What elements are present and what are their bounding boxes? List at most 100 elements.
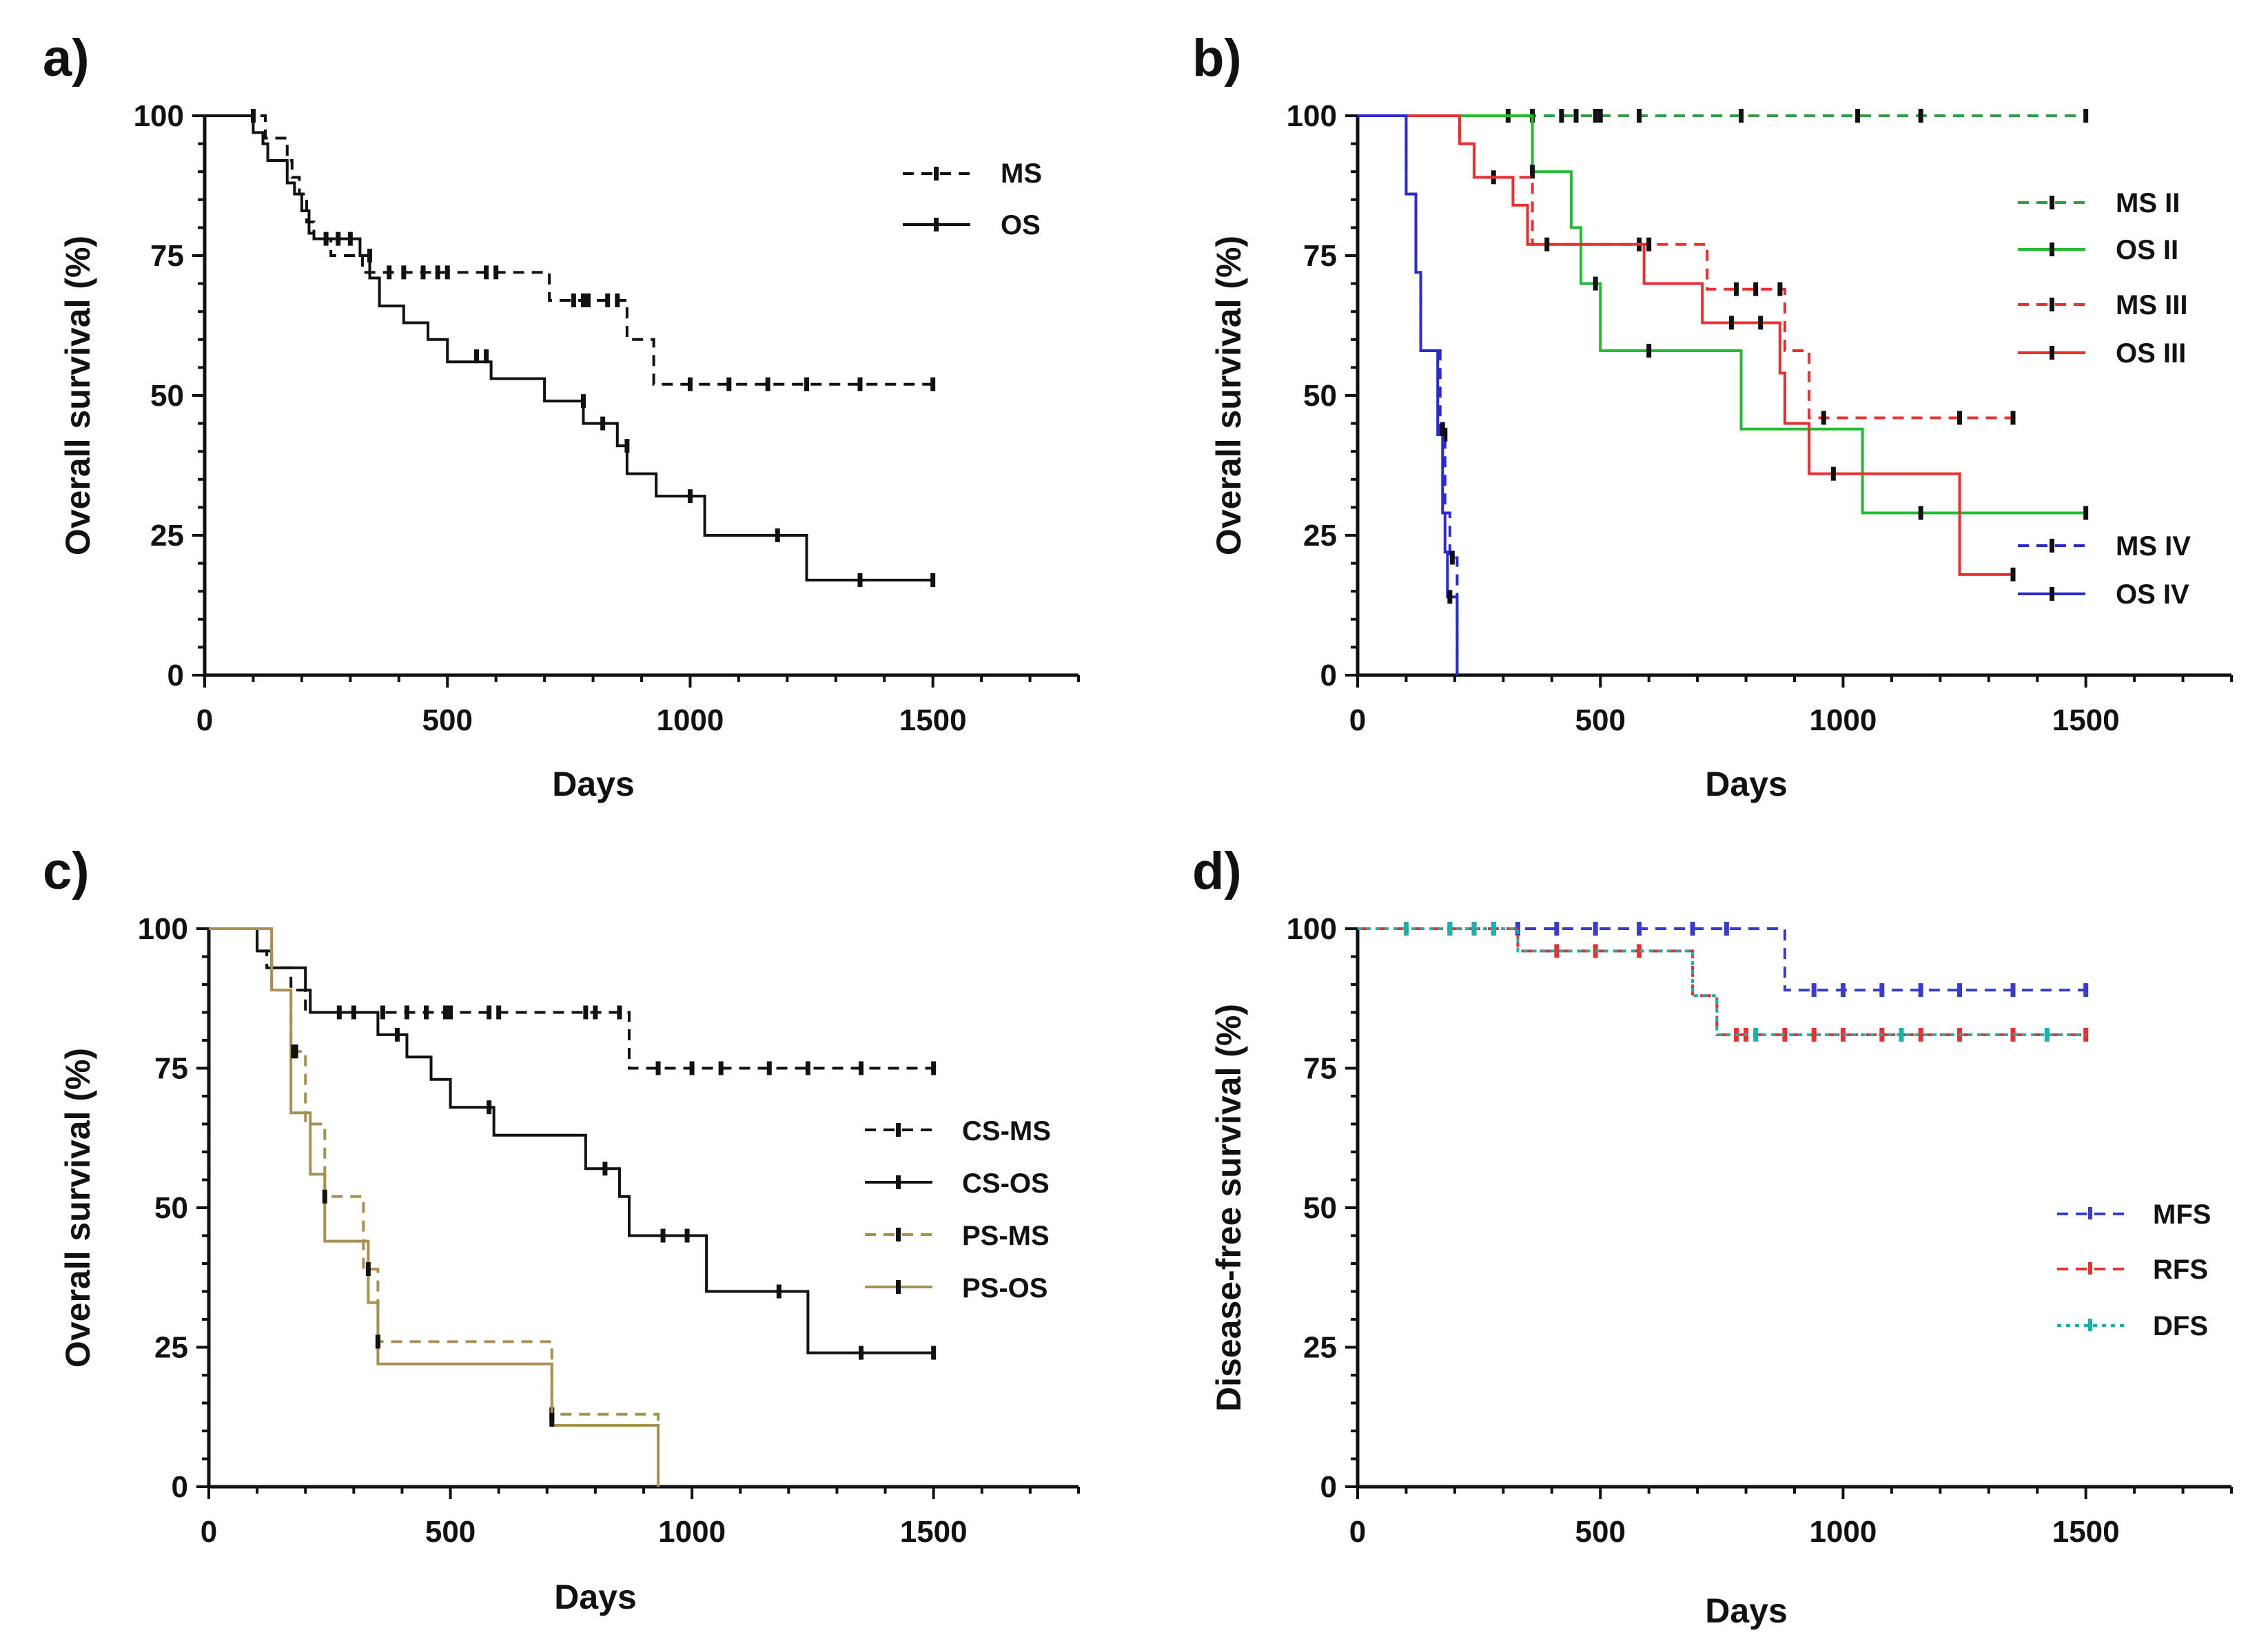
panel-c: c) 0 500 1000 1500 0 25 50 75 100 Days Overall sur… (43, 842, 1080, 1616)
censor-mark-a-os (624, 439, 630, 453)
y-tick-label-a: 75 (150, 239, 184, 273)
legend-c: CS-MS CS-OS PS-MS PS-OS (865, 1116, 1051, 1303)
legend-d-tick-dfs (2088, 1319, 2092, 1331)
censor-mark-c-cs-ms (655, 1061, 661, 1075)
survival-curve-b-ms-iv (1358, 114, 1459, 675)
legend-c-item-ps-os: PS-OS (865, 1273, 1048, 1303)
legend-b-label-os-iii: OS III (2116, 338, 2186, 369)
legend-b-item-os-iii: OS III (2018, 338, 2186, 369)
series-c-cs-ms (209, 927, 937, 1075)
censor-mark-c-cs-os (859, 1346, 864, 1360)
censor-mark-d-mfs (1811, 983, 1817, 998)
legend-c-item-ps-ms: PS-MS (865, 1221, 1050, 1251)
censor-mark-d-mfs (1593, 922, 1598, 936)
survival-curve-a-os (205, 114, 933, 581)
legend-b-tick-os-iv (2050, 587, 2054, 601)
legend-d-label-rfs: RFS (2153, 1255, 2208, 1285)
y-tick-label-a: 100 (134, 99, 184, 133)
series-b-os-iv (1358, 114, 1459, 675)
y-tick-label-c: 25 (154, 1331, 188, 1365)
plot-b: 0 500 1000 1500 0 25 50 75 100 Days Overall surviv… (1209, 99, 2233, 803)
survival-curve-a-ms (205, 114, 933, 386)
legend-d-label-mfs: MFS (2153, 1199, 2211, 1230)
censor-mark-a-ms (571, 293, 576, 307)
legend-c-label-cs-os: CS-OS (962, 1168, 1050, 1199)
y-axis-title-a: Overall survival (%) (59, 236, 97, 555)
censor-mark-c-cs-ms (496, 1005, 502, 1020)
legend-b-tick-os-iii (2050, 346, 2054, 360)
censor-mark-a-os (580, 394, 586, 409)
y-axis-title-d: Disease-free survival (%) (1209, 1004, 1248, 1412)
censor-mark-c-cs-ms (805, 1061, 810, 1075)
censor-mark-c-cs-ms (617, 1005, 622, 1020)
censor-mark-b-ms-ii (1597, 109, 1603, 123)
legend-d-tick-mfs (2088, 1207, 2092, 1219)
censor-mark-a-ms (586, 293, 591, 307)
legend-a-item-os: OS (903, 210, 1041, 240)
censor-mark-b-ms-ii (1637, 109, 1642, 123)
censor-mark-c-cs-ms (404, 1005, 409, 1020)
censor-mark-d-mfs (1690, 922, 1695, 936)
x-axis-title-b: Days (1705, 765, 1788, 803)
censor-mark-d-rfs (1637, 944, 1642, 958)
legend-c-tick-cs-os (896, 1175, 901, 1189)
censor-mark-d-dfs (2044, 1027, 2050, 1042)
censor-mark-b-os-iii (2010, 567, 2016, 581)
legend-c-tick-ps-ms (896, 1228, 901, 1241)
legend-b-label-os-iv: OS IV (2116, 579, 2189, 610)
censor-mark-c-ps-os (375, 1334, 380, 1349)
censor-mark-d-mfs (1918, 983, 1923, 998)
censor-mark-c-cs-ms (766, 1061, 772, 1075)
censor-mark-a-os (775, 528, 780, 542)
x-tick-label-a: 1500 (899, 703, 967, 737)
series-a-ms (205, 109, 936, 391)
censor-mark-a-os (687, 489, 693, 504)
x-axis-title-c: Days (554, 1578, 637, 1616)
censor-mark-b-ms-iv (1449, 550, 1455, 565)
censor-mark-a-os (857, 573, 863, 587)
censor-mark-d-dfs (1491, 922, 1496, 936)
panel-d: d) 0 500 1000 1500 0 25 50 75 100 Days Disease-fre… (1192, 842, 2233, 1630)
x-tick-label-a: 500 (422, 703, 473, 737)
legend-c-tick-cs-ms (896, 1123, 901, 1137)
y-tick-label-c: 100 (138, 912, 188, 946)
survival-curve-b-os-iv (1358, 114, 1459, 675)
panel-a: a) 0 500 1000 1500 0 25 50 75 100 Days Overall sur… (43, 29, 1080, 803)
legend-b-tick-ms-ii (2050, 196, 2054, 209)
x-tick-label-b: 0 (1349, 703, 1366, 737)
x-tick-label-a: 0 (196, 703, 213, 737)
survival-curve-d-mfs (1358, 927, 2086, 992)
censor-mark-b-ms-iii (2010, 411, 2016, 425)
censor-mark-b-os-iv (1440, 422, 1445, 436)
x-tick-label-d: 0 (1349, 1515, 1366, 1549)
x-tick-label-b: 1500 (2052, 703, 2120, 737)
censor-mark-a-os (473, 349, 479, 364)
censor-mark-b-os-iv (1447, 590, 1453, 604)
survival-curve-c-cs-os (209, 927, 934, 1354)
survival-curve-b-os-ii (1358, 114, 2086, 515)
censor-mark-d-mfs (1879, 983, 1885, 998)
censor-mark-d-rfs (1918, 1027, 1923, 1042)
y-tick-label-a: 25 (150, 519, 184, 553)
legend-b-label-os-ii: OS II (2116, 235, 2178, 265)
legend-b-item-os-ii: OS II (2018, 235, 2178, 265)
legend-b-label-ms-iv: MS IV (2116, 531, 2191, 561)
censor-mark-b-os-iii (1758, 316, 1764, 330)
censor-mark-b-ms-ii (2083, 109, 2089, 123)
legend-c-tick-ps-os (896, 1280, 901, 1294)
censor-mark-c-cs-os (776, 1284, 781, 1299)
censor-mark-d-mfs (2010, 983, 2016, 998)
legend-b-item-ms-ii: MS II (2018, 188, 2180, 218)
censor-mark-c-ps-os (322, 1189, 327, 1204)
censor-mark-b-os-iii (1544, 237, 1550, 251)
censor-mark-a-ms (615, 293, 620, 307)
x-axis-title-a: Days (552, 765, 635, 803)
censor-mark-b-ms-iii (1733, 282, 1739, 296)
censor-mark-a-os (930, 573, 936, 587)
survival-curve-c-cs-ms (209, 927, 934, 1070)
censor-mark-c-cs-ms (859, 1061, 864, 1075)
censor-mark-c-cs-os (394, 1027, 400, 1042)
censor-mark-b-ms-ii (1573, 109, 1579, 123)
legend-c-item-cs-os: CS-OS (865, 1168, 1050, 1199)
